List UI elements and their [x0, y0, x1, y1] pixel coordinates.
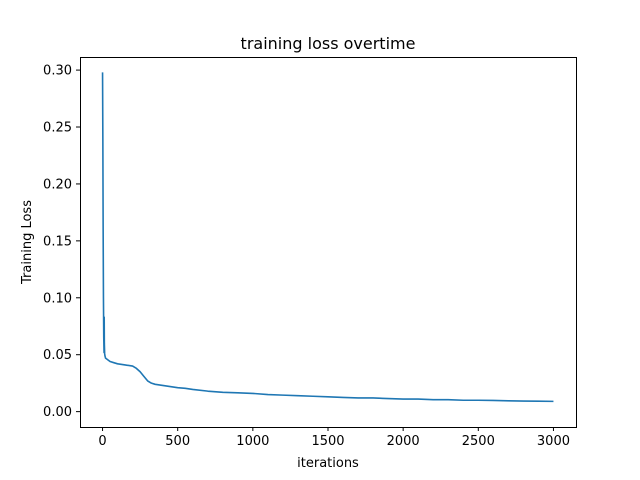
- axes-frame: [80, 57, 577, 428]
- y-axis: 0.00 0.05 0.10 0.15 0.20 0.25 0.30: [43, 64, 80, 420]
- y-tick-label: 0.15: [43, 234, 72, 249]
- x-tick-label: 1000: [236, 434, 269, 449]
- x-tick-label: 1500: [311, 434, 344, 449]
- x-tick-label: 3000: [537, 434, 570, 449]
- x-tick-label: 2500: [462, 434, 495, 449]
- x-axis-title: iterations: [297, 456, 359, 471]
- y-tick-label: 0.30: [43, 64, 72, 79]
- y-tick-label: 0.20: [43, 177, 72, 192]
- y-tick-label: 0.00: [43, 405, 72, 420]
- loss-series-line-0: [101, 72, 554, 403]
- y-tick-label: 0.05: [43, 348, 72, 363]
- y-tick-label: 0.25: [43, 121, 72, 136]
- x-tick-label: 500: [165, 434, 190, 449]
- x-tick-label: 2000: [387, 434, 420, 449]
- y-axis-title: Training Loss: [20, 200, 35, 285]
- chart-title: training loss overtime: [241, 34, 416, 53]
- x-tick-label: 0: [98, 434, 106, 449]
- plot-area: [101, 72, 554, 403]
- x-axis: 0 500 1000 1500 2000 2500 3000: [98, 427, 570, 449]
- y-tick-label: 0.10: [43, 291, 72, 306]
